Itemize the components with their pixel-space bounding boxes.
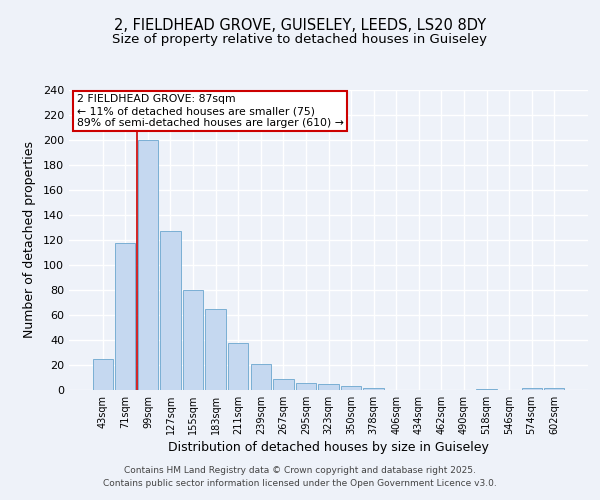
X-axis label: Distribution of detached houses by size in Guiseley: Distribution of detached houses by size … bbox=[168, 441, 489, 454]
Bar bbox=[319, 384, 338, 390]
Text: 2, FIELDHEAD GROVE, GUISELEY, LEEDS, LS20 8DY: 2, FIELDHEAD GROVE, GUISELEY, LEEDS, LS2… bbox=[114, 18, 486, 32]
Y-axis label: Number of detached properties: Number of detached properties bbox=[23, 142, 36, 338]
Bar bbox=[273, 379, 293, 390]
Bar bbox=[160, 231, 181, 390]
Text: 2 FIELDHEAD GROVE: 87sqm
← 11% of detached houses are smaller (75)
89% of semi-d: 2 FIELDHEAD GROVE: 87sqm ← 11% of detach… bbox=[77, 94, 344, 128]
Bar bbox=[228, 342, 248, 390]
Bar bbox=[544, 388, 565, 390]
Bar bbox=[115, 242, 136, 390]
Bar bbox=[92, 359, 113, 390]
Text: Contains HM Land Registry data © Crown copyright and database right 2025.
Contai: Contains HM Land Registry data © Crown c… bbox=[103, 466, 497, 487]
Bar bbox=[138, 140, 158, 390]
Bar bbox=[341, 386, 361, 390]
Bar bbox=[296, 382, 316, 390]
Bar bbox=[183, 290, 203, 390]
Text: Size of property relative to detached houses in Guiseley: Size of property relative to detached ho… bbox=[113, 32, 487, 46]
Bar bbox=[476, 389, 497, 390]
Bar bbox=[364, 388, 384, 390]
Bar bbox=[205, 308, 226, 390]
Bar bbox=[251, 364, 271, 390]
Bar bbox=[521, 388, 542, 390]
